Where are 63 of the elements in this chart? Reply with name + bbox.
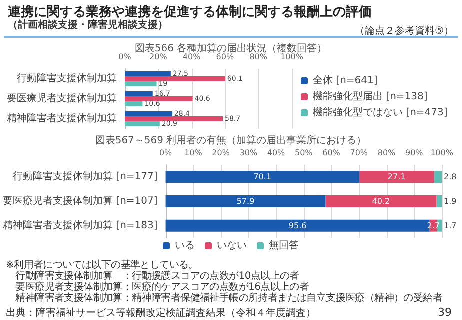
x-tick-label: 40% xyxy=(182,52,202,62)
x-tick-label: 50% xyxy=(295,148,314,158)
legend-label: 無回答 xyxy=(269,240,299,252)
y-tick-label: 精神障害者支援体制加算 [n=183] xyxy=(2,219,158,232)
data-label: 2.8 xyxy=(444,172,457,182)
bar xyxy=(125,92,153,96)
bar xyxy=(436,196,442,208)
bar xyxy=(125,102,143,106)
text: 39 xyxy=(438,306,452,319)
x-tick-label: 70% xyxy=(350,148,368,158)
x-tick-label: 60% xyxy=(216,52,234,62)
data-label: 1.9 xyxy=(444,197,457,206)
x-tick-label: 80% xyxy=(250,52,268,62)
data-label: 27.1 xyxy=(388,172,406,182)
x-tick-label: 90% xyxy=(405,148,424,158)
data-label: 1.7 xyxy=(444,221,457,230)
legend-label: 機能強化型ではない [n=473] xyxy=(313,106,448,118)
chart-title: 図表566 各種加算の届出状況（複数回答） xyxy=(134,42,328,54)
x-tick-label: 30% xyxy=(240,148,258,158)
x-tick-label: 0% xyxy=(159,148,173,158)
y-tick-label: 要医療児者支援体制加算 xyxy=(7,92,117,104)
bar xyxy=(125,122,160,126)
bar xyxy=(125,82,157,86)
source-note: 出典：障害福祉サービス等報酬改定検証調査結果（令和４年度調査） xyxy=(6,306,316,320)
text: 行動障害支援体制加算 ：行動援護スコアの点数が10点以上の者 xyxy=(14,270,300,282)
bar xyxy=(326,196,437,208)
x-tick-label: 20% xyxy=(212,148,230,158)
bar xyxy=(125,76,226,82)
bar xyxy=(166,196,326,208)
text: 要医療児者支援体制加算：医療的ケアスコアの点数が16点以上の者 xyxy=(14,280,310,293)
bar xyxy=(359,171,434,184)
x-tick-label: 20% xyxy=(150,52,168,62)
bar xyxy=(434,171,442,184)
x-tick-label: 60% xyxy=(322,148,341,158)
legend-label: 機能強化型届出 [n=138] xyxy=(313,90,428,102)
legend-label: 全体 [n=641] xyxy=(313,74,378,86)
text: （計画相談支援・障害児相談支援） xyxy=(8,19,168,32)
x-tick-label: 0% xyxy=(118,52,132,62)
x-tick-label: 100% xyxy=(430,148,454,158)
x-tick-label: 80% xyxy=(378,148,396,158)
y-tick-label: 精神障害者支援体制加算 xyxy=(7,112,117,124)
bar xyxy=(125,116,224,122)
text: ※利用者については以下の基準としている。 xyxy=(6,258,198,271)
y-tick-label: 行動障害支援体制加算 [n=177] xyxy=(12,170,158,183)
text: 精神障害者支援体制加算：精神障害者保健福祉手帳の所持者または自立支援医療（精神）の受給者 xyxy=(14,292,443,305)
data-label: 70.1 xyxy=(254,172,272,182)
legend-label: いる xyxy=(175,240,195,252)
data-label: 95.6 xyxy=(288,221,307,230)
x-tick-label: 40% xyxy=(267,148,286,158)
legend-label: いない xyxy=(217,240,247,252)
text: （論点２参考資料⑤） xyxy=(355,24,454,38)
bar xyxy=(125,72,171,76)
x-tick-label: 10% xyxy=(184,148,203,158)
bar xyxy=(125,112,172,116)
x-tick-label: 100% xyxy=(280,52,304,62)
y-tick-label: 要医療児者支援体制加算 [n=107] xyxy=(2,195,158,207)
text: 連携に関する業務や連携を促進する体制に関する報酬上の評価 xyxy=(8,4,372,20)
data-label: 40.2 xyxy=(372,197,390,206)
data-label: 57.9 xyxy=(236,197,255,206)
bar xyxy=(125,96,193,102)
bar xyxy=(166,171,360,184)
y-tick-label: 行動障害支援体制加算 xyxy=(17,72,117,84)
chart-title: 図表567～569 利用者の有無（加算の届出事業所における） xyxy=(95,134,367,146)
